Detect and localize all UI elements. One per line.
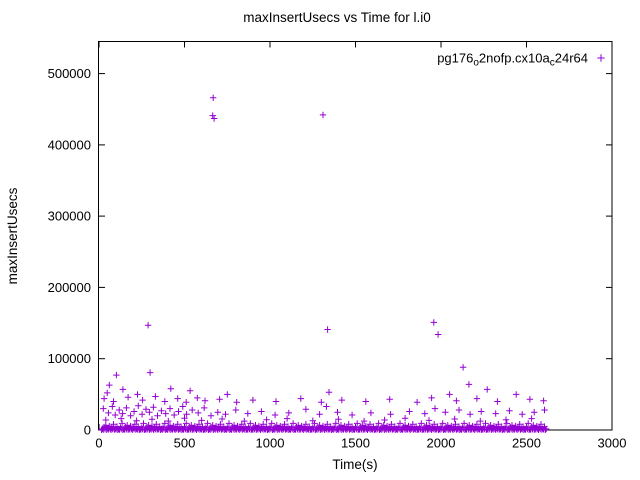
x-tick-labels: 0 500 1000 1500 2000 2500 3000: [95, 436, 626, 451]
legend-marker-icon: [597, 54, 605, 62]
y-tick-label: 300000: [48, 209, 91, 224]
y-tick-label: 200000: [48, 280, 91, 295]
x-tick-label: 3000: [598, 436, 627, 451]
y-tick-label: 100000: [48, 351, 91, 366]
y-axis-label: maxInsertUsecs: [5, 187, 20, 284]
legend: pg176o2nofp.cx10ac24r64: [437, 51, 605, 69]
axis-ticks: [98, 41, 613, 431]
plot-area-border: [98, 41, 613, 431]
x-tick-label: 500: [174, 436, 196, 451]
y-tick-label: 500000: [48, 66, 91, 81]
x-tick-label: 1000: [256, 436, 285, 451]
x-axis-label: Time(s): [332, 457, 377, 472]
x-tick-label: 2000: [427, 436, 456, 451]
x-tick-label: 2500: [512, 436, 541, 451]
legend-series-label: pg176o2nofp.cx10ac24r64: [437, 51, 588, 69]
chart-title: maxInsertUsecs vs Time for l.i0: [243, 10, 431, 25]
x-tick-label: 1500: [341, 436, 370, 451]
x-tick-label: 0: [95, 436, 102, 451]
y-tick-label: 0: [84, 423, 91, 438]
y-tick-labels: 0 100000 200000 300000 400000 500000: [48, 66, 91, 437]
data-point-markers: [98, 94, 550, 433]
data-points: [98, 94, 550, 433]
y-tick-label: 400000: [48, 137, 91, 152]
